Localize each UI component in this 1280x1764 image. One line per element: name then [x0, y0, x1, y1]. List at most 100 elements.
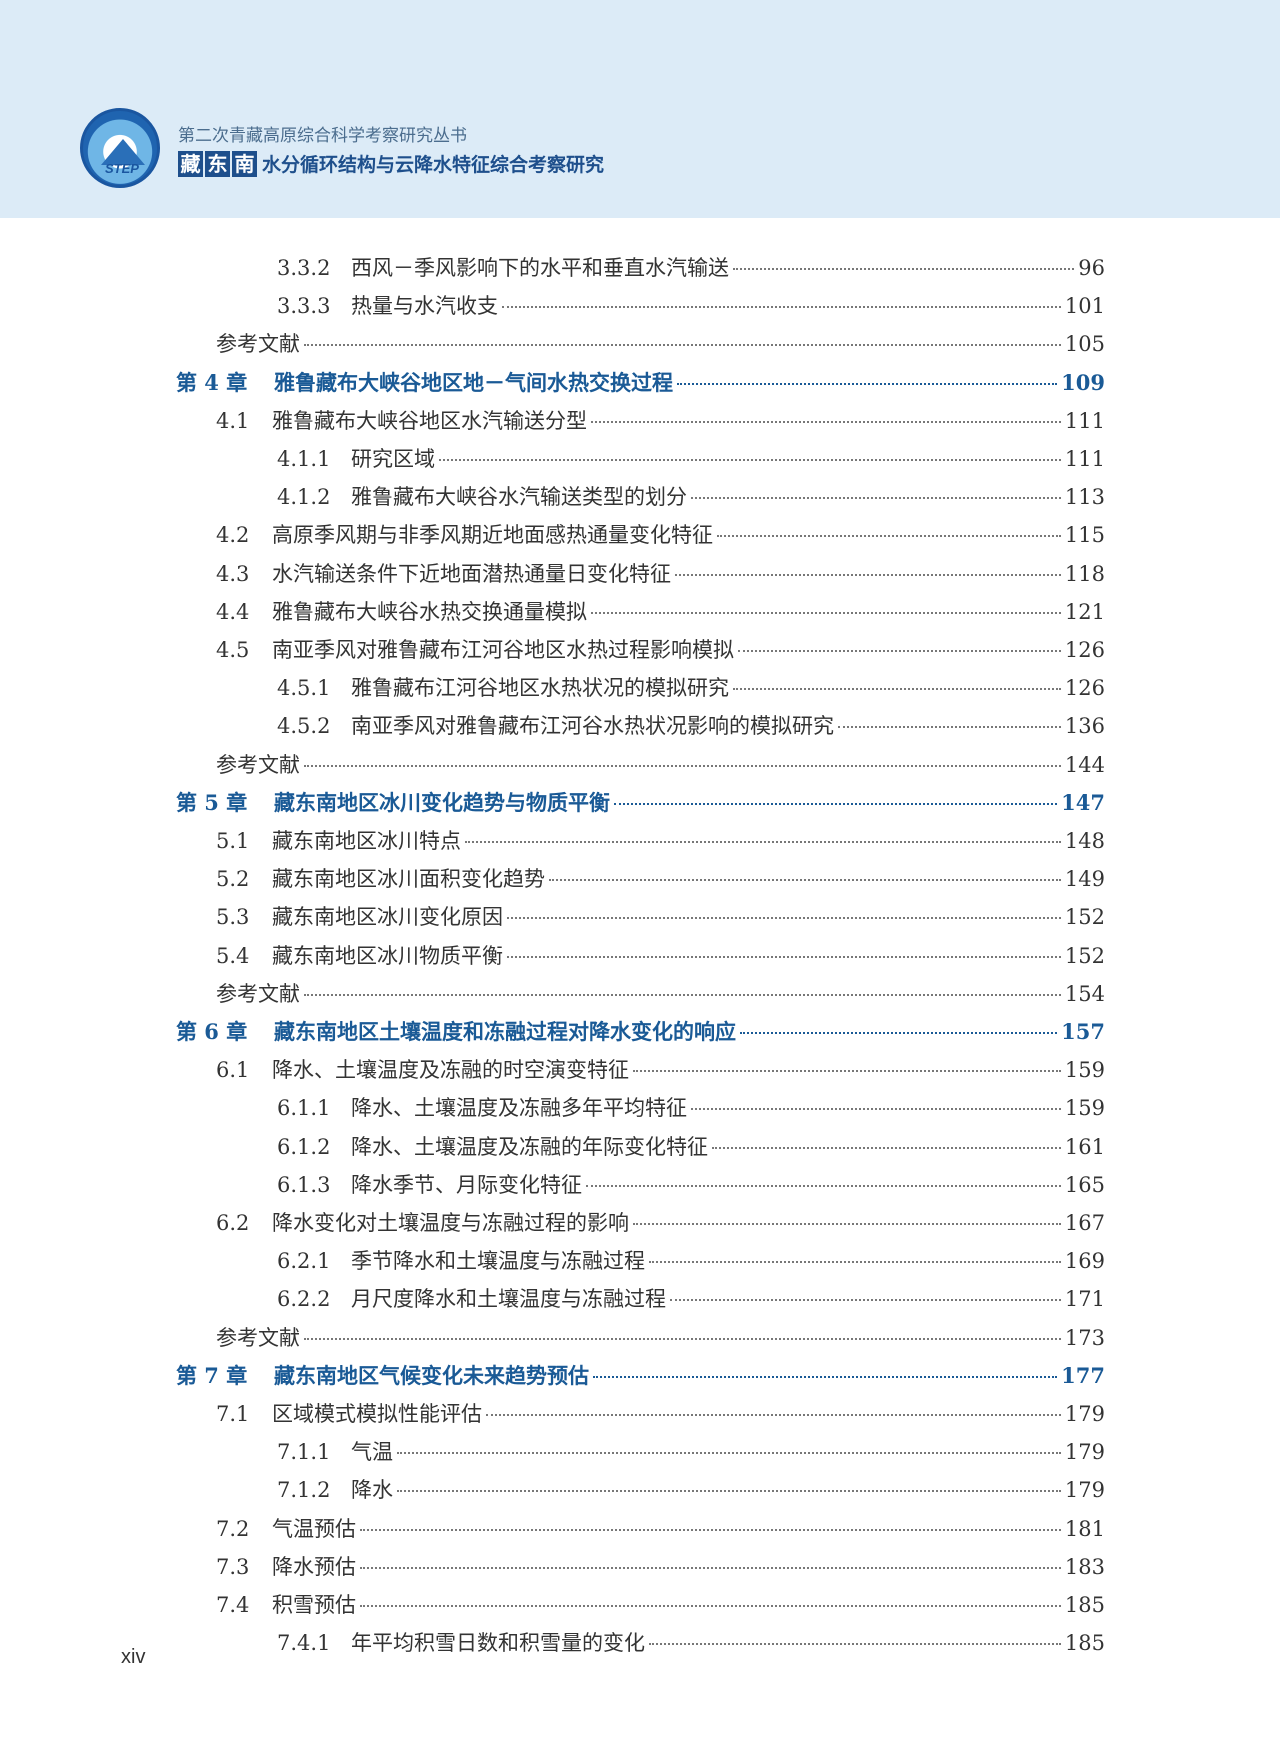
dot-leader	[397, 1490, 1061, 1493]
toc-entry-title: 水汽输送条件下近地面潜热通量日变化特征	[272, 561, 671, 586]
toc-entry-page: 171	[1064, 1287, 1105, 1312]
toc-entry-number: 4.5.1	[277, 676, 331, 701]
toc-entry-number: 6.1.1	[277, 1096, 331, 1121]
toc-entry-page: 157	[1061, 1019, 1105, 1044]
toc-entry-number: 6.2.2	[277, 1287, 331, 1312]
toc-entry-number: 第 6 章	[176, 1019, 248, 1044]
toc-entry-title: 降水季节、月际变化特征	[351, 1172, 582, 1197]
toc-entry-page: 183	[1064, 1554, 1105, 1579]
toc-entry[interactable]: 7.2 气温预估 181	[216, 1513, 1105, 1543]
toc-entry[interactable]: 6.1.2 降水、土壤温度及冻融的年际变化特征 161	[277, 1131, 1105, 1161]
page-number: xiv	[121, 1646, 146, 1668]
toc-chapter-entry[interactable]: 第 5 章藏东南地区冰川变化趋势与物质平衡 147	[176, 787, 1105, 817]
dot-leader	[304, 1337, 1061, 1340]
toc-entry-title: 热量与水汽收支	[351, 294, 498, 319]
toc-entry[interactable]: 6.1 降水、土壤温度及冻融的时空演变特征 159	[216, 1054, 1105, 1084]
title-rest: 水分循环结构与云降水特征综合考察研究	[262, 154, 605, 176]
toc-entry-page: 147	[1061, 789, 1105, 815]
toc-entry-number: 4.5.2	[277, 714, 331, 739]
toc-entry[interactable]: 5.3 藏东南地区冰川变化原因 152	[216, 901, 1105, 931]
toc-entry-title: 雅鲁藏布大峡谷水汽输送类型的划分	[351, 485, 687, 510]
toc-entry-page: 126	[1064, 676, 1105, 701]
dot-leader	[507, 955, 1061, 958]
toc-entry[interactable]: 3.3.3 热量与水汽收支 101	[277, 290, 1105, 320]
toc-chapter-entry[interactable]: 第 6 章 藏东南地区土壤温度和冻融过程对降水变化的响应 157	[176, 1016, 1105, 1046]
dot-leader	[740, 1032, 1058, 1034]
dot-leader	[360, 1605, 1061, 1607]
toc-entry-page: 121	[1064, 599, 1105, 624]
toc-references-entry[interactable]: 参考文献 173	[216, 1322, 1105, 1352]
dot-leader	[507, 917, 1061, 920]
toc-entry[interactable]: 4.1 雅鲁藏布大峡谷地区水汽输送分型 111	[216, 405, 1105, 435]
toc-entry[interactable]: 7.4 积雪预估 185	[216, 1589, 1105, 1619]
toc-entry-title: 降水、土壤温度及冻融多年平均特征	[351, 1096, 687, 1121]
toc-entry-title: 藏东南地区土壤温度和冻融过程对降水变化的响应	[274, 1019, 736, 1044]
toc-entry-page: 105	[1064, 332, 1105, 357]
toc-entry-page: 169	[1064, 1249, 1105, 1274]
dot-leader	[304, 764, 1061, 767]
toc-entry-page: 149	[1064, 867, 1105, 892]
series-name: 第二次青藏高原综合科学考察研究丛书	[178, 126, 467, 145]
toc-entry[interactable]: 7.4.1 年平均积雪日数和积雪量的变化 185	[277, 1627, 1105, 1657]
toc-references-entry[interactable]: 参考文献 154	[216, 978, 1105, 1008]
toc-entry-number: 3.3.3	[277, 294, 331, 319]
toc-entry[interactable]: 6.2.2 月尺度降水和土壤温度与冻融过程 171	[277, 1283, 1105, 1313]
toc-entry[interactable]: 4.5.2 南亚季风对雅鲁藏布江河谷水热状况影响的模拟研究 136	[277, 710, 1105, 740]
toc-entry-page: 126	[1064, 638, 1105, 662]
toc-entry[interactable]: 4.4 雅鲁藏布大峡谷水热交换通量模拟 121	[216, 596, 1105, 626]
mountain-icon	[101, 139, 145, 165]
dot-leader	[304, 344, 1061, 347]
toc-chapter-entry[interactable]: 第 7 章藏东南地区气候变化未来趋势预估 177	[176, 1360, 1105, 1390]
dot-leader	[360, 1528, 1061, 1531]
toc-entry[interactable]: 6.2 降水变化对土壤温度与冻融过程的影响 167	[216, 1207, 1105, 1237]
dot-leader	[593, 1375, 1058, 1378]
toc-entry[interactable]: 5.2 藏东南地区冰川面积变化趋势 149	[216, 863, 1105, 893]
toc-entry[interactable]: 4.1.1 研究区域 111	[277, 443, 1105, 473]
dot-leader	[502, 306, 1061, 309]
toc-entry[interactable]: 4.3 水汽输送条件下近地面潜热通量日变化特征 118	[216, 558, 1105, 588]
toc-entry-number: 6.1	[216, 1058, 250, 1083]
title-box-char: 东	[205, 150, 230, 177]
toc-entry[interactable]: 3.3.2 西风－季风影响下的水平和垂直水汽输送 96	[277, 252, 1105, 282]
toc-entry-page: 101	[1064, 294, 1105, 319]
toc-entry-page: 159	[1064, 1096, 1105, 1121]
toc-entry-number: 6.2	[216, 1211, 250, 1235]
toc-entry[interactable]: 5.1 藏东南地区冰川特点 148	[216, 825, 1105, 855]
toc-entry-title: 参考文献	[216, 981, 300, 1006]
toc-entry-title: 月尺度降水和土壤温度与冻融过程	[351, 1287, 666, 1312]
toc-entry-page: 118	[1064, 561, 1105, 586]
toc-entry-title: 气温	[351, 1440, 393, 1465]
toc-entry[interactable]: 7.1.1 气温 179	[277, 1436, 1105, 1466]
toc-references-entry[interactable]: 参考文献 105	[216, 328, 1105, 358]
toc-entry[interactable]: 4.5.1 雅鲁藏布江河谷地区水热状况的模拟研究 126	[277, 672, 1105, 702]
toc-entry[interactable]: 7.1.2 降水 179	[277, 1474, 1105, 1504]
toc-entry[interactable]: 6.2.1 季节降水和土壤温度与冻融过程 169	[277, 1245, 1105, 1275]
toc-entry[interactable]: 4.1.2 雅鲁藏布大峡谷水汽输送类型的划分 113	[277, 481, 1105, 511]
toc-chapter-entry[interactable]: 第 4 章雅鲁藏布大峡谷地区地－气间水热交换过程 109	[176, 367, 1105, 397]
toc-entry-title: 研究区域	[351, 447, 435, 471]
toc-entry-number: 7.3	[216, 1554, 250, 1579]
toc-entry-title: 降水变化对土壤温度与冻融过程的影响	[272, 1211, 629, 1235]
toc-entry-page: 113	[1064, 485, 1105, 510]
dot-leader	[360, 1566, 1061, 1569]
toc-entry-page: 185	[1064, 1631, 1105, 1656]
toc-entry[interactable]: 6.1.1 降水、土壤温度及冻融多年平均特征 159	[277, 1092, 1105, 1122]
toc-entry-title: 季节降水和土壤温度与冻融过程	[351, 1249, 645, 1274]
dot-leader	[712, 1146, 1061, 1149]
toc-references-entry[interactable]: 参考文献 144	[216, 749, 1105, 779]
dot-leader	[838, 726, 1061, 729]
toc-entry[interactable]: 4.5 南亚季风对雅鲁藏布江河谷地区水热过程影响模拟 126	[216, 634, 1105, 664]
toc-entry[interactable]: 7.1 区域模式模拟性能评估 179	[216, 1398, 1105, 1428]
toc-entry-title: 高原季风期与非季风期近地面感热通量变化特征	[272, 523, 713, 548]
toc-entry[interactable]: 7.3 降水预估 183	[216, 1551, 1105, 1581]
dot-leader	[633, 1223, 1061, 1225]
toc-entry-page: 154	[1064, 981, 1105, 1006]
toc-entry-title: 藏东南地区冰川变化趋势与物质平衡	[274, 789, 610, 815]
toc-entry-title: 雅鲁藏布大峡谷地区水汽输送分型	[272, 408, 587, 433]
toc-entry[interactable]: 4.2 高原季风期与非季风期近地面感热通量变化特征 115	[216, 519, 1105, 549]
toc-entry-page: 179	[1064, 1440, 1105, 1465]
toc-entry-title: 年平均积雪日数和积雪量的变化	[351, 1631, 645, 1656]
toc-entry-page: 179	[1064, 1478, 1105, 1503]
toc-entry[interactable]: 6.1.3 降水季节、月际变化特征 165	[277, 1169, 1105, 1199]
toc-entry[interactable]: 5.4 藏东南地区冰川物质平衡 152	[216, 940, 1105, 970]
